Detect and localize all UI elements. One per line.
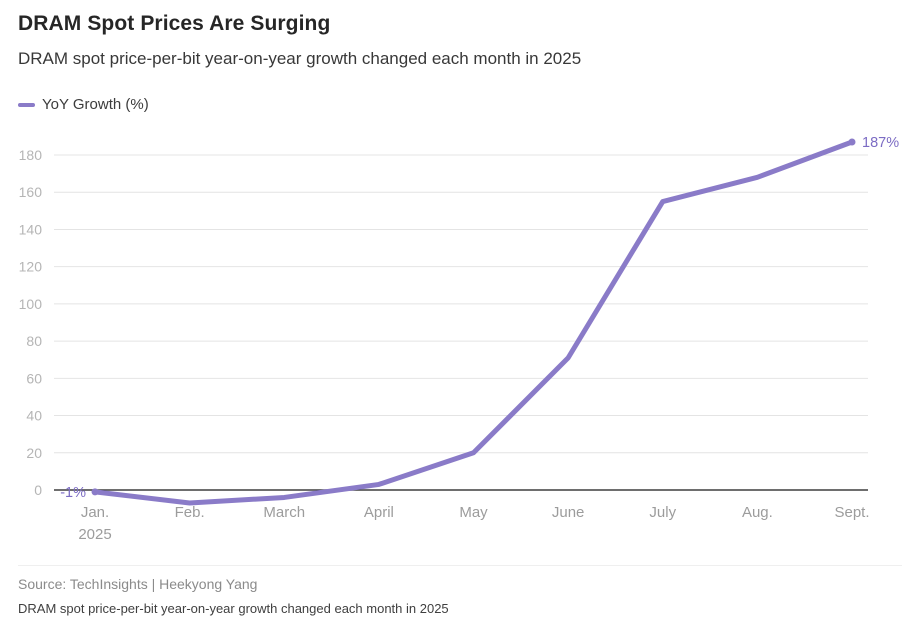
caption: DRAM spot price-per-bit year-on-year gro…: [18, 601, 449, 616]
svg-text:2025: 2025: [78, 526, 111, 543]
svg-text:July: July: [649, 504, 676, 521]
svg-text:May: May: [459, 504, 488, 521]
svg-text:120: 120: [19, 259, 43, 275]
svg-text:Jan.: Jan.: [81, 504, 109, 521]
svg-text:180: 180: [19, 147, 43, 163]
svg-text:100: 100: [19, 296, 43, 312]
svg-text:20: 20: [26, 445, 42, 461]
legend-label: YoY Growth (%): [42, 96, 149, 113]
svg-text:Sept.: Sept.: [834, 504, 869, 521]
svg-text:187%: 187%: [862, 135, 899, 151]
svg-text:140: 140: [19, 221, 43, 237]
footer-divider: [18, 565, 902, 566]
svg-text:40: 40: [26, 408, 42, 424]
svg-text:60: 60: [26, 370, 42, 386]
svg-text:Feb.: Feb.: [175, 504, 205, 521]
chart-svg: 0 20 40 60 80 100 120 140 160 180 -1% 187% Jan. 2025 F…: [19, 135, 900, 543]
svg-text:June: June: [552, 504, 585, 521]
svg-text:0: 0: [34, 482, 42, 498]
svg-text:April: April: [364, 504, 394, 521]
legend-line-swatch: [18, 102, 35, 107]
legend: YoY Growth (%): [18, 96, 149, 113]
svg-text:March: March: [263, 504, 305, 521]
source-credit: Source: TechInsights | Heekyong Yang: [18, 576, 258, 592]
svg-text:-1%: -1%: [60, 485, 86, 501]
chart-subtitle: DRAM spot price-per-bit year-on-year gro…: [18, 49, 582, 68]
chart-title: DRAM Spot Prices Are Surging: [18, 12, 331, 35]
svg-text:80: 80: [26, 333, 42, 349]
svg-text:160: 160: [19, 184, 43, 200]
svg-text:Aug.: Aug.: [742, 504, 773, 521]
